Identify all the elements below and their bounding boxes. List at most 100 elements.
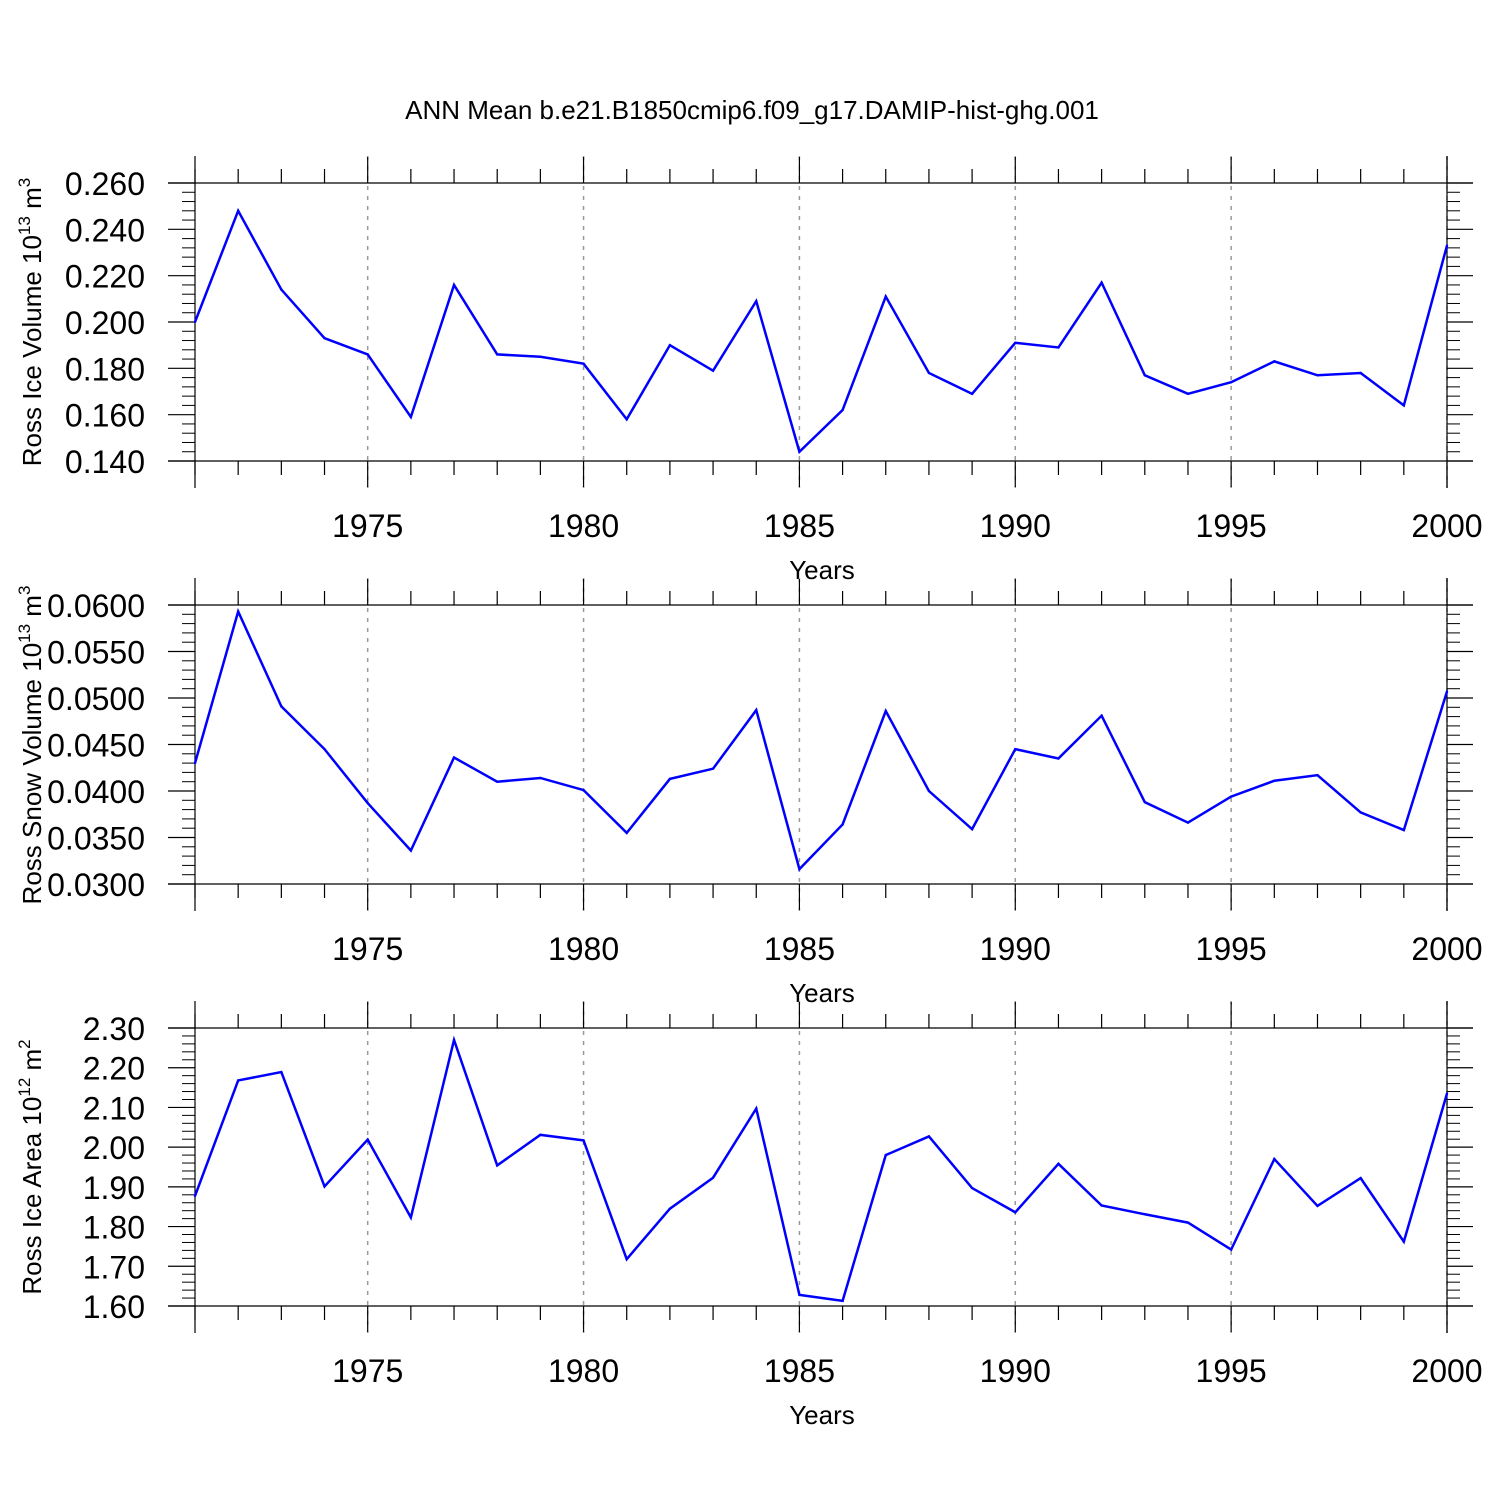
x-tick-label: 1980 [548,931,619,967]
data-point [1359,811,1362,814]
data-point [927,371,931,375]
y-tick-label: 1.70 [83,1249,145,1285]
data-point [841,1299,844,1303]
data-point [1316,773,1319,777]
series-line [193,1035,1449,1303]
y-tick-label: 0.180 [65,351,145,387]
y-axis-label-unit: m [17,187,47,216]
data-point [1143,374,1146,377]
data-point [236,610,240,613]
y-axis-label-text: Ross Ice Area 10 [17,1097,47,1295]
data-point [798,867,801,871]
data-point [323,747,326,751]
data-point [841,823,844,826]
data-point [798,1293,801,1297]
y-tick-label: 2.30 [83,1011,145,1047]
data-point [841,408,844,412]
y-tick-label: 0.0600 [47,588,145,624]
data-point [582,362,585,365]
data-point [711,369,715,372]
y-tick-label: 0.0550 [47,635,145,671]
data-point [1445,690,1449,693]
data-point [366,353,369,356]
data-point [1273,360,1276,363]
x-tick-label: 1980 [548,508,619,544]
y-axis-label-unit-exponent: 2 [15,1039,34,1048]
data-point [280,288,283,291]
y-axis-label-text: Ross Snow Volume 10 [17,643,47,905]
data-point [970,392,974,396]
data-point [539,776,542,780]
series-line [193,607,1449,872]
data-point [1316,374,1319,377]
data-point [539,355,542,358]
data-point [1014,341,1017,345]
data-point [323,1185,326,1188]
data-point [280,1070,283,1074]
data-point [927,1135,931,1138]
data-point [539,1133,542,1137]
x-axis-label: Years [789,1400,855,1430]
data-point [625,1257,628,1261]
data-point [970,1186,974,1190]
data-point [1273,1157,1276,1161]
y-tick-label: 0.0400 [47,774,145,810]
y-tick-label: 0.200 [65,305,145,341]
data-point [1057,1162,1060,1166]
data-point [927,789,931,793]
data-point [1014,747,1017,751]
x-tick-label: 1990 [980,508,1051,544]
panel-3: 1.60 1.701.80 1.90 2.00 2.102.20 2.30 1975 1980… [15,1001,1483,1430]
y-tick-label: 0.0450 [47,728,145,764]
data-point [582,788,585,792]
data-point [1057,346,1060,349]
y-axis-label-exponent: 12 [15,1078,34,1097]
data-point [711,767,715,770]
y-tick-label: 0.140 [65,444,145,480]
data-point [668,343,672,347]
data-point [1273,779,1276,782]
data-point [582,1139,585,1142]
data-point [1100,281,1103,284]
data-point [1316,1204,1319,1208]
y-axis-label-exponent: 13 [15,216,34,235]
data-point [452,283,456,287]
data-point [409,849,413,852]
data-point [1186,821,1190,824]
data-point [1359,371,1362,375]
x-tick-label: 1980 [548,1353,619,1389]
x-tick-label: 1995 [1196,1353,1267,1389]
y-axis-label: Ross Ice Area 1012 m2 [15,1039,47,1294]
x-tick-label: 1975 [332,931,403,967]
data-point [1402,1240,1406,1243]
data-point [1229,381,1233,384]
x-tick-label: 2000 [1411,931,1482,967]
data-point [1143,800,1146,804]
data-point [193,761,197,765]
data-point [755,1107,758,1110]
y-axis-label: Ross Snow Volume 1013 m3 [15,586,47,905]
y-axis-label-unit: m [17,1049,47,1078]
x-tick-label: 1985 [764,1353,835,1389]
data-point [1402,828,1406,832]
data-point [755,708,758,712]
y-tick-label: 1.60 [83,1289,145,1325]
panel-1: 0.140 0.160 0.180 0.200 0.220 0.240 0.260 1975 1… [15,156,1483,585]
data-point [452,756,456,759]
data-point [798,450,801,453]
data-point [1186,1221,1190,1224]
data-point [625,831,628,835]
data-point [1100,714,1103,717]
data-point [625,418,628,421]
y-axis-label-text: Ross Ice Volume 10 [17,235,47,466]
series-line [193,207,1449,455]
data-point [496,1164,499,1167]
x-tick-label: 1985 [764,931,835,967]
y-axis-label-unit-exponent: 3 [15,586,34,595]
data-point [409,415,413,419]
data-point [496,353,499,356]
data-point [366,1138,369,1141]
data-point [884,295,887,298]
y-tick-label: 0.220 [65,259,145,295]
